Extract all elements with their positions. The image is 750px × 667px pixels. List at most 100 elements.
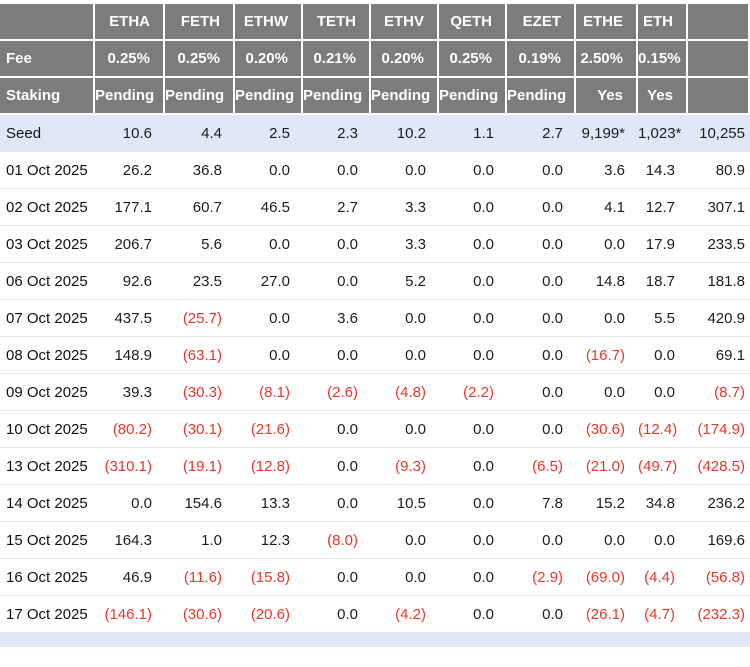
cell-value: 0.0 (576, 374, 638, 411)
cell-value: 3.3 (371, 189, 439, 226)
cell-value: 10.5 (371, 485, 439, 522)
staking-row-value: Yes (576, 78, 638, 115)
cell-value: (56.8) (688, 559, 750, 596)
cell-value: 0.0 (507, 374, 576, 411)
column-header-row: ETHA FETH ETHW TETH ETHV QETH EZET ETHE ETH (0, 4, 750, 41)
row-label: 02 Oct 2025 (0, 189, 95, 226)
cell-value: 0.0 (507, 152, 576, 189)
cell-value: 0.0 (507, 189, 576, 226)
staking-row-value: Pending (235, 78, 303, 115)
cell-value: 0.0 (371, 152, 439, 189)
cell-value: (30.6) (576, 411, 638, 448)
cell-value: 17.9 (638, 226, 688, 263)
cell-value: (8.0) (303, 522, 371, 559)
column-header-ethe: ETHE (576, 4, 638, 41)
cell-value: 3.6 (576, 152, 638, 189)
cell-value: 9,199* (576, 115, 638, 152)
cell-value: (30.6) (165, 596, 235, 633)
cell-value: 46.9 (95, 559, 165, 596)
cell-value: 0.0 (371, 559, 439, 596)
cell-value: 4.4 (165, 115, 235, 152)
cell-value: 0.0 (576, 226, 638, 263)
table-row: 03 Oct 2025 206.7 5.6 0.0 0.0 3.3 0.0 0.0 0.0 17.… (0, 226, 750, 263)
row-label: 10 Oct 2025 (0, 411, 95, 448)
fee-row-value: 2.50% (576, 41, 638, 78)
cell-value: 5.5 (638, 300, 688, 337)
cell-value: (21.0) (576, 448, 638, 485)
cell-value: 0.0 (507, 596, 576, 633)
cell-value: (8.1) (235, 374, 303, 411)
cell-value: 1.1 (439, 115, 507, 152)
cell-value: 0.0 (439, 485, 507, 522)
cell-value: (30.3) (165, 374, 235, 411)
column-header-ethv: ETHV (371, 4, 439, 41)
cell-value: (30.1) (165, 411, 235, 448)
fee-row-value: 0.15% (638, 41, 688, 78)
cell-value: 0.0 (439, 300, 507, 337)
cell-value: 0.0 (303, 263, 371, 300)
cell-value: 0.0 (507, 411, 576, 448)
cell-value: 0.0 (439, 263, 507, 300)
cell-value: 0.0 (303, 596, 371, 633)
table-row: 08 Oct 2025 148.9 (63.1) 0.0 0.0 0.0 0.0 0.0 (16… (0, 337, 750, 374)
row-label: 03 Oct 2025 (0, 226, 95, 263)
column-header-ezet: EZET (507, 4, 576, 41)
cell-value: 3.6 (303, 300, 371, 337)
column-header-ethw: ETHW (235, 4, 303, 41)
row-label: 13 Oct 2025 (0, 448, 95, 485)
table-row: 06 Oct 2025 92.6 23.5 27.0 0.0 5.2 0.0 0.0 14.8 1… (0, 263, 750, 300)
seed-row: Seed 10.6 4.4 2.5 2.3 10.2 1.1 2.7 9,199* 1,023* 1… (0, 115, 750, 152)
column-header-eth: ETH (638, 4, 688, 41)
cell-value: 0.0 (439, 152, 507, 189)
cell-value: (20.6) (235, 596, 303, 633)
table-row: 15 Oct 2025 164.3 1.0 12.3 (8.0) 0.0 0.0 0.0 0.0… (0, 522, 750, 559)
cell-value: 1.0 (165, 522, 235, 559)
row-label: 07 Oct 2025 (0, 300, 95, 337)
cell-value: 34.8 (638, 485, 688, 522)
cell-value: 0.0 (439, 337, 507, 374)
cell-value: 177.1 (95, 189, 165, 226)
cell-value: 26.2 (95, 152, 165, 189)
cell-value: 23.5 (165, 263, 235, 300)
cell-value: (4.8) (371, 374, 439, 411)
cell-value: (146.1) (95, 596, 165, 633)
fee-row-value: 0.25% (165, 41, 235, 78)
cell-value: 12.7 (638, 189, 688, 226)
table-body: ETHA FETH ETHW TETH ETHV QETH EZET ETHE ETH Fee 0.… (0, 4, 750, 647)
cell-value: (26.1) (576, 596, 638, 633)
cell-value: 0.0 (303, 448, 371, 485)
cell-value: 14.3 (638, 152, 688, 189)
staking-row-value: Pending (507, 78, 576, 115)
cell-value: 92.6 (95, 263, 165, 300)
cell-value: 0.0 (507, 263, 576, 300)
cell-value: 181.8 (688, 263, 750, 300)
column-header-total (688, 4, 750, 41)
fee-row-value: 0.25% (95, 41, 165, 78)
staking-row-value: Pending (439, 78, 507, 115)
cell-value: 18.7 (638, 263, 688, 300)
cell-value: (232.3) (688, 596, 750, 633)
cell-value: (15.8) (235, 559, 303, 596)
table-row: 14 Oct 2025 0.0 154.6 13.3 0.0 10.5 0.0 7.8 15.2… (0, 485, 750, 522)
cell-value: 307.1 (688, 189, 750, 226)
cell-value: 0.0 (576, 522, 638, 559)
cell-value: 10,255 (688, 115, 750, 152)
cell-value: 169.6 (688, 522, 750, 559)
cell-value: 0.0 (303, 152, 371, 189)
cell-value: (25.7) (165, 300, 235, 337)
table-row: 09 Oct 2025 39.3 (30.3) (8.1) (2.6) (4.8) (2.2… (0, 374, 750, 411)
cell-value: 4.1 (576, 189, 638, 226)
fee-row-value (688, 41, 750, 78)
fee-row-value: 0.21% (303, 41, 371, 78)
table-row: 16 Oct 2025 46.9 (11.6) (15.8) 0.0 0.0 0.0 (2.9… (0, 559, 750, 596)
cell-value: 0.0 (371, 337, 439, 374)
cell-value: 236.2 (688, 485, 750, 522)
cell-value: (428.5) (688, 448, 750, 485)
table-row: 07 Oct 2025 437.5 (25.7) 0.0 3.6 0.0 0.0 0.0 0.0… (0, 300, 750, 337)
cell-value: 2.3 (303, 115, 371, 152)
table-row: 10 Oct 2025 (80.2) (30.1) (21.6) 0.0 0.0 0.0 0.… (0, 411, 750, 448)
cell-value: 0.0 (439, 596, 507, 633)
table-row: 13 Oct 2025 (310.1) (19.1) (12.8) 0.0 (9.3) 0.… (0, 448, 750, 485)
cell-value: 0.0 (235, 226, 303, 263)
